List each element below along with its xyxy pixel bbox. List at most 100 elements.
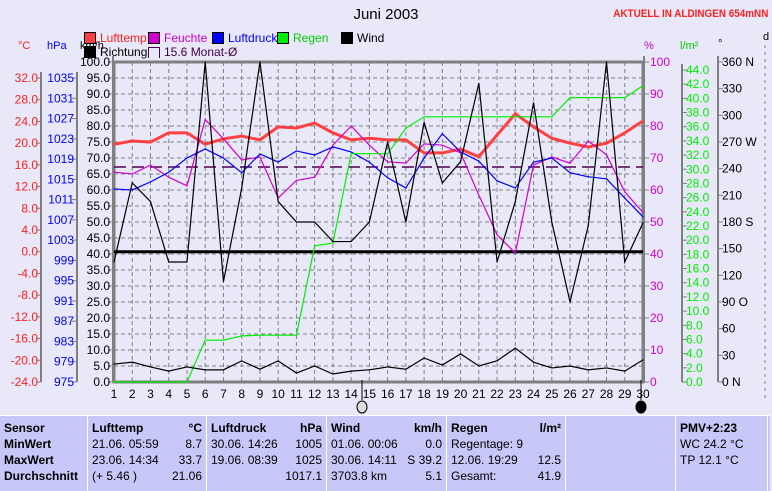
series-feuchte-point [642,211,644,213]
hum-tick-label: 70 [650,151,664,165]
series-feuchte-point [241,159,243,161]
series-richtung-point [131,182,133,184]
hum-tick-label: 60 [650,183,664,197]
rain-tick-label: 26.0 [686,191,710,205]
range-start-handle[interactable] [356,400,368,414]
table-row: 30.06. 14:11 S 39.2 [327,452,446,468]
x-tick-label: 13 [326,387,340,401]
x-tick-label: 22 [490,387,504,401]
series-richtung-point [441,182,443,184]
series-lufttemp-point [441,152,443,154]
press-tick-label: 1019 [47,152,74,166]
series-feuchte-point [569,162,571,164]
table-row: 23.06. 14:34 33.7 [88,452,206,468]
series-luftdruck-point [149,181,152,183]
series-wind-point [514,347,516,349]
series-richtung-point [332,240,334,243]
series-regen-point [204,339,206,341]
rain-tick-label: 32.0 [686,148,710,162]
x-tick-label: 11 [290,387,303,401]
series-luftdruck-line [113,132,644,218]
series-luftdruck-point [168,171,170,173]
series-richtung-point [551,221,553,223]
legend-label: Regen [293,31,329,45]
series-regen-point [387,153,389,155]
x-tick-label: 6 [202,387,209,401]
legend-luftdruck[interactable]: Luftdruck [212,31,277,45]
legend-feuchte[interactable]: Feuchte [148,31,207,45]
wind-tick-label: 70.0 [87,151,111,165]
x-tick-label: 9 [257,387,264,401]
dir-tick-label: 30 [722,348,736,362]
legend-richtung[interactable]: Richtung [84,45,147,59]
series-lufttemp-point [642,120,644,122]
series-luftdruck-point [295,150,298,152]
series-wind-point [532,361,535,363]
legend-regen[interactable]: Regen [277,31,328,45]
hum-tick-label: 50 [650,215,664,229]
series-feuchte-point [478,194,480,196]
table-row: 21.06. 05:59 8.7 [88,436,206,452]
legend-monat-avg[interactable]: 15.6 Monat-Ø [148,45,237,59]
series-richtung-point [259,61,261,63]
table-cell: l/m² [539,421,561,435]
series-lufttemp-point [496,134,498,136]
temp-tick-label: -24.0 [11,375,39,389]
series-regen-point [459,116,462,118]
x-tick-label: 28 [600,387,614,401]
rain-tick-label: 20.0 [686,233,710,247]
series-wind-point [441,364,443,366]
series-richtung-point [569,301,571,303]
series-lufttemp-point [168,132,170,134]
table-cell: Lufttemp [92,421,144,435]
table-cell: 3703.8 km [331,469,388,483]
hum-tick-label: 10 [650,343,664,357]
legend-lufttemp[interactable]: Lufttemp [84,31,147,45]
series-luftdruck-point [131,189,133,191]
table-cell: Sensor [4,421,45,435]
feuchte-swatch-icon [148,32,160,44]
table-cell: (+ 5.46 ) [92,469,138,483]
table-cell: 33.7 [178,453,202,467]
series-richtung-point [277,200,279,203]
press-tick-label: 1023 [47,132,74,146]
x-tick-label: 30 [636,387,650,401]
series-regen-point [368,153,370,155]
d-unit: d [763,31,770,43]
series-regen-point [314,245,316,247]
rain-tick-label: 16.0 [686,262,710,276]
series-luftdruck-point [569,172,571,174]
table-cell: Regen [451,421,488,435]
x-tick-label: 5 [184,387,191,401]
range-end-handle[interactable] [635,400,647,414]
dir-tick-label: 210 [722,188,742,202]
series-richtung-point [587,224,589,227]
hum-tick-label: 90 [650,87,664,101]
series-feuchte-point [387,161,389,163]
wind-tick-label: 85.0 [87,103,111,117]
x-tick-label: 7 [220,387,227,401]
legend-label: 15.6 Monat-Ø [164,45,238,59]
legend-label: Feuchte [164,31,208,45]
chart-title: Juni 2003 [353,6,419,23]
table-cell: 5.1 [425,469,442,483]
wind-tick-label: 30.0 [87,279,111,293]
legend-wind[interactable]: Wind [341,31,384,45]
series-lufttemp-point [277,126,279,128]
series-regen-point [624,97,626,99]
hum-tick-label: 100 [650,55,670,69]
series-luftdruck-point [277,161,279,163]
temp-tick-label: 32.0 [15,71,39,85]
x-tick-label: 1 [111,387,118,401]
series-luftdruck-point [186,157,188,159]
series-richtung-point [624,261,626,263]
series-luftdruck-point [405,187,407,189]
table-cell: 01.06. 00:06 [331,437,398,451]
wind-tick-label: 50.0 [87,215,111,229]
series-regen-point [350,153,352,155]
legend-label: Richtung [100,45,148,59]
dir-tick-label: 360 N [722,55,754,69]
series-wind-point [587,369,589,371]
series-regen-point [295,334,298,336]
table-cell: Gesamt: [451,469,497,483]
